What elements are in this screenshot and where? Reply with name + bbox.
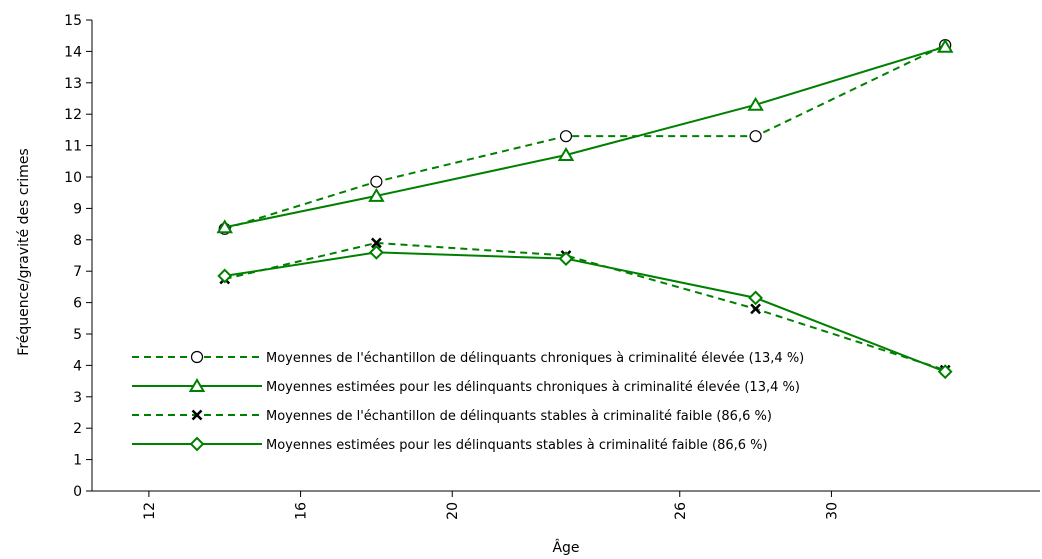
y-tick-label: 4 bbox=[73, 358, 82, 374]
x-marker bbox=[191, 409, 203, 421]
legend-label: Moyennes de l'échantillon de délinquants… bbox=[266, 409, 772, 424]
x-marker bbox=[371, 237, 382, 249]
diamond-marker bbox=[937, 364, 953, 380]
y-tick-label: 12 bbox=[64, 107, 82, 123]
legend-label: Moyennes de l'échantillon de délinquants… bbox=[266, 351, 804, 366]
diamond-marker bbox=[748, 290, 764, 306]
y-tick-label: 11 bbox=[64, 139, 82, 155]
y-tick-label: 14 bbox=[64, 44, 82, 60]
y-tick-label: 7 bbox=[73, 264, 82, 280]
circle-marker bbox=[190, 350, 204, 364]
x-tick-label: 26 bbox=[673, 502, 689, 520]
legend-item: Moyennes estimées pour les délinquants c… bbox=[132, 378, 800, 395]
y-tick-label: 10 bbox=[64, 170, 82, 186]
legend-item: Moyennes de l'échantillon de délinquants… bbox=[132, 409, 772, 424]
y-tick-label: 0 bbox=[73, 484, 82, 500]
x-axis-title: Âge bbox=[552, 538, 579, 556]
diamond-marker bbox=[189, 436, 205, 452]
series-line bbox=[224, 44, 946, 230]
legend: Moyennes de l'échantillon de délinquants… bbox=[132, 350, 804, 453]
y-tick-label: 1 bbox=[73, 453, 82, 469]
triangle-marker bbox=[936, 38, 954, 53]
y-tick-label: 5 bbox=[73, 327, 82, 343]
legend-item: Moyennes estimées pour les délinquants s… bbox=[132, 436, 768, 453]
x-tick-label: 30 bbox=[824, 502, 840, 520]
series-4 bbox=[217, 244, 953, 380]
y-tick-label: 15 bbox=[64, 13, 82, 29]
triangle-marker bbox=[747, 96, 764, 111]
x-marker bbox=[750, 303, 761, 315]
y-tick-label: 3 bbox=[73, 390, 82, 406]
x-tick-label: 16 bbox=[294, 502, 310, 520]
triangle-marker bbox=[216, 219, 233, 234]
x-tick-label: 12 bbox=[142, 502, 158, 520]
circle-marker bbox=[370, 175, 383, 188]
y-tick-label: 8 bbox=[73, 233, 82, 249]
circle-marker bbox=[559, 130, 573, 143]
triangle-marker bbox=[188, 378, 206, 392]
y-tick-label: 2 bbox=[73, 421, 82, 437]
legend-item: Moyennes de l'échantillon de délinquants… bbox=[132, 350, 804, 366]
legend-label: Moyennes estimées pour les délinquants s… bbox=[266, 438, 768, 453]
legend-label: Moyennes estimées pour les délinquants c… bbox=[266, 380, 800, 395]
diamond-marker bbox=[368, 244, 384, 260]
y-tick-label: 6 bbox=[73, 296, 82, 312]
series-layer bbox=[216, 38, 954, 380]
y-tick-label: 13 bbox=[64, 76, 82, 92]
diamond-marker bbox=[558, 251, 574, 267]
triangle-marker bbox=[368, 187, 385, 202]
diamond-marker bbox=[217, 268, 233, 284]
y-tick-label: 9 bbox=[73, 201, 82, 217]
triangle-marker bbox=[557, 147, 575, 162]
x-tick-label: 20 bbox=[445, 502, 461, 520]
y-axis-title: Fréquence/gravité des crimes bbox=[16, 148, 32, 355]
circle-marker bbox=[749, 130, 762, 143]
series-2 bbox=[216, 38, 954, 234]
